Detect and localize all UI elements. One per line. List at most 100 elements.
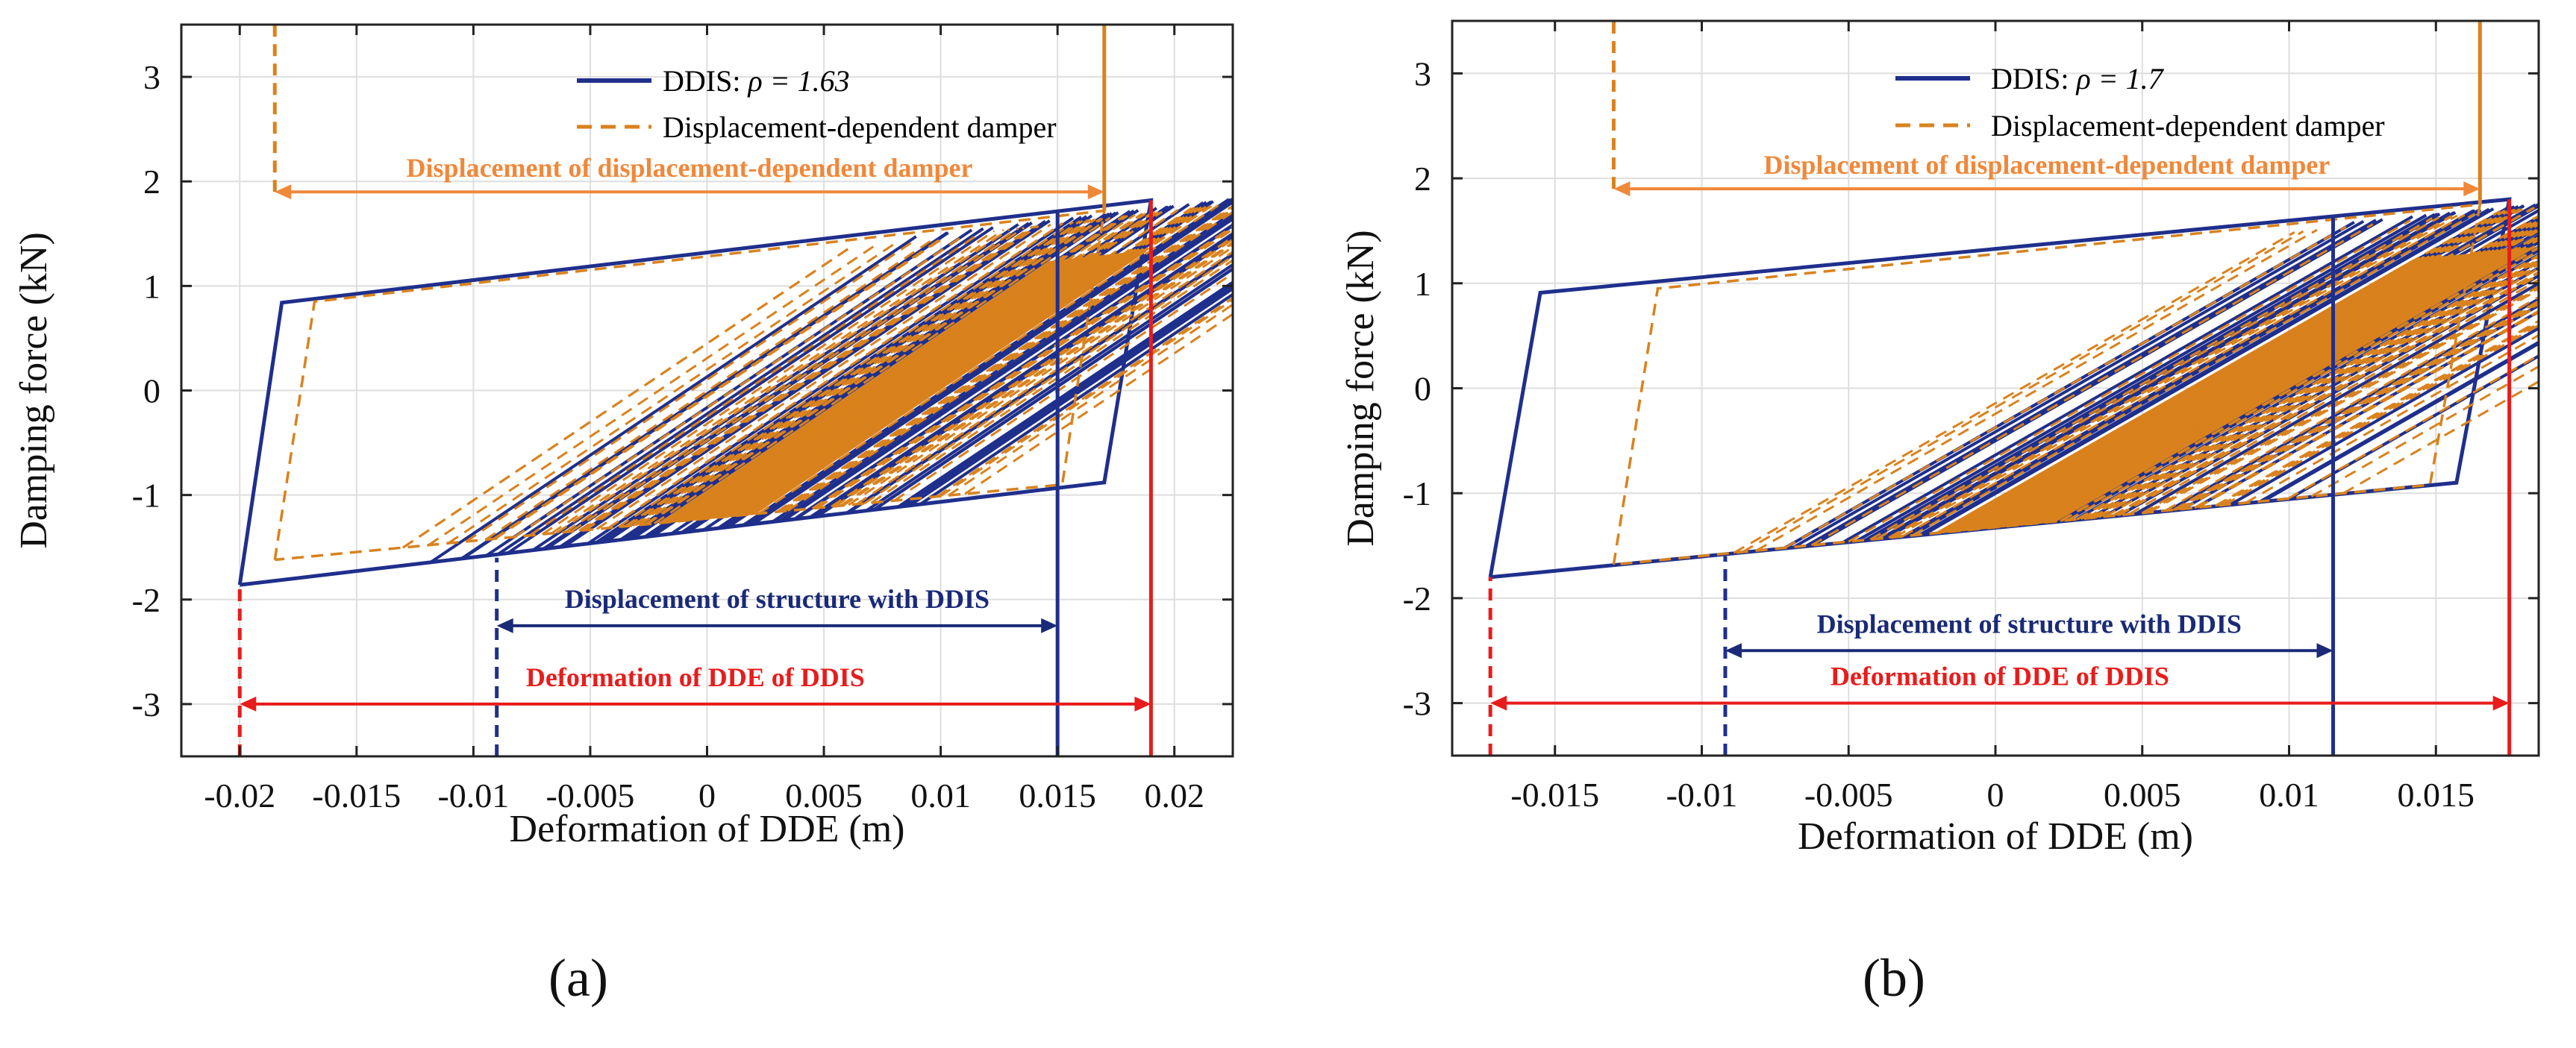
hysteresis-segment	[2216, 320, 2539, 507]
hysteresis-segment	[578, 225, 1034, 532]
x-tick-label: -0.015	[312, 776, 401, 815]
legend-label-damper: Displacement-dependent damper	[1991, 109, 2385, 142]
y-axis-label: Damping force (kN)	[13, 232, 55, 549]
y-tick-label: -1	[1403, 474, 1431, 512]
annotation-label: Displacement of structure with DDIS	[565, 584, 990, 614]
hysteresis-segment	[2261, 342, 2539, 503]
annotation-arrow: Deformation of DDE of DDIS	[1490, 662, 2510, 711]
hysteresis-segment	[2112, 271, 2539, 517]
hysteresis-segment	[2086, 259, 2539, 520]
annotation-label: Deformation of DDE of DDIS	[1831, 662, 2169, 691]
y-tick-label: -2	[1403, 580, 1431, 618]
hysteresis-segment	[2092, 261, 2539, 519]
hysteresis-segment	[631, 211, 1119, 540]
legend: DDIS: ρ = 1.7 Displacement-dependent damp…	[1895, 62, 2385, 142]
hysteresis-segment	[595, 223, 1051, 530]
x-tick-label: -0.01	[1666, 776, 1738, 814]
annotation-arrow: Displacement of displacement-dependent d…	[1613, 150, 2480, 197]
y-tick-label: -2	[132, 581, 160, 619]
annotation-arrow: Displacement of displacement-dependent d…	[275, 153, 1104, 200]
hysteresis-segment	[428, 243, 878, 547]
x-axis-label: Deformation of DDE (m)	[1798, 815, 2193, 858]
hysteresis-segment	[2098, 264, 2539, 518]
hysteresis-segment	[902, 283, 1233, 508]
legend-label-damper: Displacement-dependent damper	[663, 110, 1057, 144]
hysteresis-segment	[831, 236, 1233, 508]
hysteresis-segment	[847, 253, 1233, 515]
annotation-arrow: Displacement of structure with DDIS	[1725, 609, 2333, 659]
x-tick-label: 0	[698, 776, 716, 815]
y-tick-label: 3	[143, 58, 160, 96]
hysteresis-segment	[2220, 321, 2539, 506]
hysteresis-segment	[2224, 324, 2539, 506]
hysteresis-segment	[782, 208, 1233, 512]
hysteresis-segment	[465, 239, 916, 543]
hysteresis-segment	[2245, 333, 2539, 504]
hysteresis-segment	[563, 219, 1051, 548]
hysteresis-segment	[2080, 255, 2539, 520]
hysteresis-segment	[639, 218, 1096, 527]
hysteresis-segment	[2197, 311, 2539, 509]
hysteresis-segment	[1907, 209, 2480, 538]
x-tick-label: -0.005	[546, 776, 635, 815]
hysteresis-segment	[587, 216, 1075, 545]
hysteresis-segment	[2128, 278, 2539, 515]
hysteresis-segment	[565, 227, 1019, 533]
hysteresis-segment	[618, 221, 1074, 528]
hysteresis-segment	[447, 241, 898, 545]
y-tick-label: -1	[132, 477, 160, 515]
x-tick-label: 0.01	[910, 776, 971, 815]
hysteresis-segment	[2287, 354, 2539, 501]
hysteresis-segment	[758, 204, 1219, 515]
hysteresis-segment	[496, 227, 984, 556]
hysteresis-segment	[556, 228, 1010, 534]
hysteresis-segment	[940, 298, 1233, 498]
hysteresis-segment	[645, 217, 1102, 526]
hysteresis-segment	[948, 303, 1233, 497]
x-tick-label: 0.015	[1019, 776, 1096, 815]
hysteresis-segment	[2059, 245, 2539, 522]
hysteresis-segment	[528, 231, 982, 537]
hysteresis-segment	[1889, 215, 2453, 539]
hysteresis-segment	[870, 259, 1233, 504]
hysteresis-segment	[493, 236, 945, 540]
hysteresis-segment	[2060, 246, 2539, 522]
hysteresis-segment	[1792, 219, 2365, 549]
y-tick-label: 1	[143, 267, 160, 305]
annotation-label: Displacement of structure with DDIS	[1817, 609, 2242, 638]
hysteresis-segment	[484, 236, 937, 541]
legend-label-ddis: DDIS: ρ = 1.63	[663, 64, 850, 98]
hysteresis-segment	[753, 250, 1147, 515]
hysteresis-segment	[2214, 319, 2539, 507]
hysteresis-segment	[893, 272, 1233, 502]
y-tick-label: 2	[1414, 160, 1431, 198]
hysteresis-segment	[2067, 249, 2539, 521]
legend-ddis-text: DDIS:	[663, 64, 748, 98]
hysteresis-segment	[2104, 267, 2539, 518]
hysteresis-segment	[1888, 215, 2452, 539]
hysteresis-segment	[429, 235, 917, 564]
hysteresis-segment	[605, 214, 1093, 543]
hysteresis-segment	[848, 245, 1233, 506]
hysteresis-segment	[1784, 225, 2347, 549]
hysteresis-segment	[584, 225, 1040, 532]
hysteresis-segment	[635, 219, 1092, 527]
hysteresis-segment	[2118, 274, 2539, 518]
y-tick-label: 0	[143, 372, 160, 410]
x-tick-label: 0.015	[2398, 776, 2475, 814]
hysteresis-segment	[1901, 213, 2466, 538]
hysteresis-segment	[1912, 213, 2476, 537]
hysteresis-segment	[1804, 219, 2377, 548]
legend: DDIS: ρ = 1.63 Displacement-dependent dam…	[577, 64, 1057, 144]
hysteresis-segment	[513, 233, 966, 539]
hysteresis-segment	[1876, 216, 2440, 540]
hysteresis-segment	[1869, 217, 2433, 541]
hysteresis-segment	[897, 280, 1233, 509]
y-tick-label: 3	[1414, 54, 1431, 92]
hysteresis-segment	[787, 210, 1233, 512]
series-damper	[1612, 203, 2539, 566]
hysteresis-segment	[1854, 213, 2427, 543]
hysteresis-segment	[2090, 260, 2539, 519]
hysteresis-segment	[2164, 295, 2539, 512]
hysteresis-segment	[1841, 215, 2413, 545]
